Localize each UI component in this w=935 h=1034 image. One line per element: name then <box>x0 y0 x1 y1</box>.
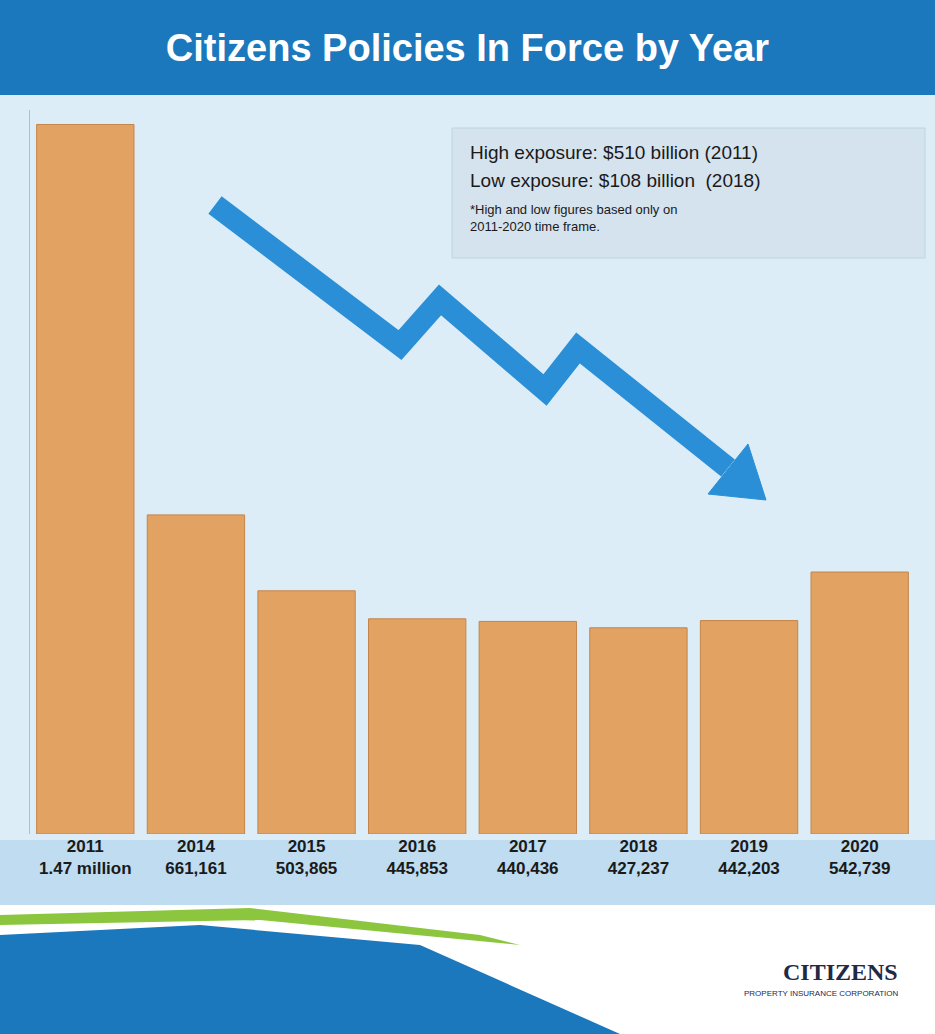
svg-text:*High and low figures based on: *High and low figures based only on2011-… <box>470 202 677 234</box>
svg-text:Low exposure: $108 billion (2: Low exposure: $108 billion (2018) <box>470 170 760 191</box>
svg-text:PROPERTY INSURANCE CORPORATION: PROPERTY INSURANCE CORPORATION <box>744 989 898 998</box>
svg-text:2020542,739: 2020542,739 <box>829 837 890 878</box>
svg-text:2015503,865: 2015503,865 <box>276 837 337 878</box>
svg-text:Citizens Policies In Force by: Citizens Policies In Force by Year <box>166 27 770 69</box>
svg-text:2014661,161: 2014661,161 <box>165 837 226 878</box>
svg-text:High exposure: $510 billion (2: High exposure: $510 billion (2011) <box>470 142 758 163</box>
svg-text:2019442,203: 2019442,203 <box>718 837 779 878</box>
svg-text:2016445,853: 2016445,853 <box>386 837 447 878</box>
svg-text:2018427,237: 2018427,237 <box>608 837 669 878</box>
svg-text:2017440,436: 2017440,436 <box>497 837 558 878</box>
svg-text:20111.47 million: 20111.47 million <box>39 837 132 878</box>
svg-text:CITIZENS: CITIZENS <box>783 959 898 985</box>
